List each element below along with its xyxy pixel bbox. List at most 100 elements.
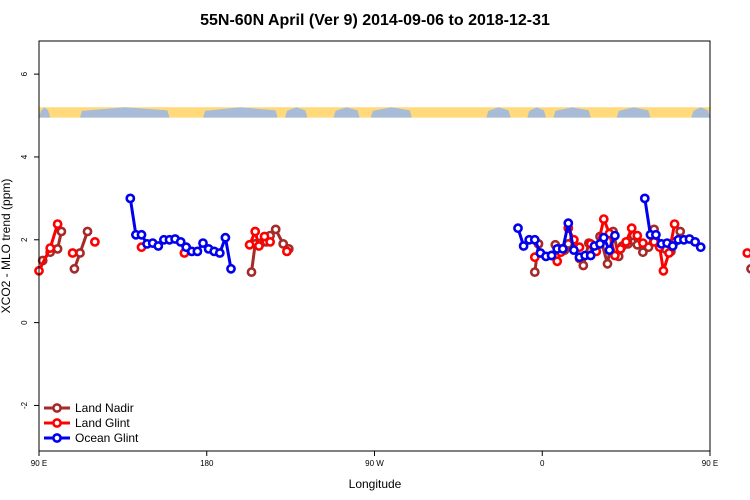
data-point bbox=[746, 264, 750, 274]
data-point bbox=[602, 258, 613, 269]
data-point bbox=[664, 248, 674, 258]
data-point bbox=[598, 214, 609, 224]
data-point bbox=[136, 229, 147, 240]
data-point bbox=[598, 232, 609, 243]
data-point bbox=[610, 230, 620, 241]
data-point bbox=[557, 243, 568, 254]
legend-item: Ocean Glint bbox=[44, 431, 139, 445]
data-point bbox=[529, 267, 540, 277]
chart-title: 55N-60N April (Ver 9) 2014-09-06 to 2018… bbox=[200, 12, 550, 29]
data-point bbox=[56, 226, 67, 237]
data-point bbox=[153, 241, 164, 251]
data-point bbox=[82, 226, 93, 237]
data-point bbox=[45, 243, 56, 253]
data-point bbox=[610, 250, 620, 261]
series-ocean-glint bbox=[125, 193, 706, 274]
data-point bbox=[214, 248, 225, 258]
data-point bbox=[651, 229, 661, 240]
legend-item: Land Nadir bbox=[44, 401, 134, 415]
map-land bbox=[527, 107, 546, 118]
legend-label: Land Glint bbox=[75, 416, 130, 430]
data-point bbox=[244, 239, 255, 250]
data-point bbox=[67, 248, 78, 258]
data-point bbox=[742, 248, 750, 258]
data-point bbox=[69, 263, 80, 274]
data-point bbox=[658, 265, 669, 276]
legend-swatch-marker bbox=[52, 403, 62, 413]
map-land bbox=[203, 107, 278, 118]
data-point bbox=[265, 236, 275, 247]
data-point bbox=[270, 224, 281, 235]
data-point bbox=[695, 242, 706, 253]
y-tick-label: 4 bbox=[20, 154, 29, 159]
x-tick-label: 180 bbox=[200, 459, 214, 468]
data-point bbox=[675, 226, 686, 237]
data-point bbox=[52, 243, 63, 254]
data-point bbox=[563, 218, 574, 229]
data-point bbox=[578, 260, 589, 271]
data-point bbox=[125, 193, 136, 204]
data-point bbox=[552, 256, 563, 267]
y-tick-label: 2 bbox=[20, 237, 29, 242]
data-point bbox=[513, 223, 523, 234]
map-land bbox=[616, 107, 651, 118]
data-point bbox=[90, 236, 100, 247]
data-point bbox=[639, 193, 650, 204]
x-tick-label: 90 E bbox=[702, 459, 718, 468]
data-point bbox=[278, 238, 289, 249]
data-point bbox=[604, 245, 615, 255]
data-point bbox=[246, 267, 257, 277]
data-point bbox=[669, 219, 680, 229]
map-land bbox=[80, 107, 170, 118]
data-point bbox=[259, 231, 270, 242]
map-land bbox=[285, 107, 308, 118]
data-point bbox=[585, 250, 596, 261]
data-point bbox=[250, 226, 261, 237]
x-axis: 90 E 180 90 W 0 90 E bbox=[31, 451, 718, 468]
data-point bbox=[220, 232, 231, 243]
legend-swatch-marker bbox=[52, 418, 62, 428]
x-tick-label: 90 E bbox=[31, 459, 47, 468]
map-land bbox=[370, 107, 412, 118]
data-point bbox=[667, 241, 678, 251]
map-land bbox=[691, 107, 710, 118]
legend-swatch-marker bbox=[52, 433, 62, 443]
data-point bbox=[690, 236, 700, 247]
world-map-strip bbox=[39, 107, 710, 118]
x-tick-label: 90 W bbox=[365, 459, 384, 468]
x-axis-label: Longitude bbox=[349, 477, 402, 491]
y-axis-label: XCO2 - MLO trend (ppm) bbox=[0, 179, 13, 314]
series-layer bbox=[34, 193, 750, 277]
map-land bbox=[486, 107, 511, 118]
x-tick-label: 0 bbox=[540, 459, 545, 468]
legend-label: Land Nadir bbox=[75, 401, 134, 415]
data-point bbox=[569, 245, 579, 255]
data-point bbox=[638, 238, 648, 248]
y-tick-label: -2 bbox=[20, 401, 29, 409]
map-land bbox=[39, 107, 51, 118]
legend-label: Ocean Glint bbox=[75, 431, 139, 445]
y-axis: -2 0 2 4 6 bbox=[20, 71, 39, 409]
data-point bbox=[546, 250, 557, 261]
data-point bbox=[253, 241, 264, 251]
data-point bbox=[518, 241, 529, 251]
data-point bbox=[529, 234, 540, 245]
data-point bbox=[626, 223, 637, 234]
map-land bbox=[553, 107, 591, 118]
data-point bbox=[52, 219, 63, 229]
data-point bbox=[638, 247, 648, 258]
data-point bbox=[281, 246, 292, 257]
data-point bbox=[192, 246, 203, 257]
data-point bbox=[615, 243, 626, 254]
data-point bbox=[198, 238, 208, 248]
data-point bbox=[632, 230, 643, 241]
y-tick-label: 6 bbox=[20, 71, 29, 76]
legend-item: Land Glint bbox=[44, 416, 130, 430]
data-point bbox=[621, 236, 631, 247]
data-point bbox=[175, 236, 186, 247]
data-point bbox=[226, 263, 236, 274]
y-tick-label: 0 bbox=[20, 320, 29, 325]
map-land bbox=[333, 107, 360, 118]
